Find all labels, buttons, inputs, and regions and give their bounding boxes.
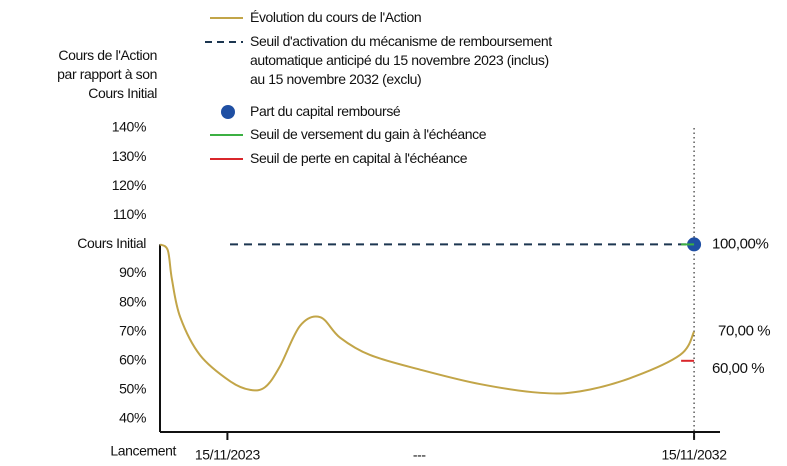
x-tick-label: ---: [413, 447, 427, 463]
y-tick-label: Cours Initial: [77, 235, 146, 251]
legend-label: Seuil de perte en capital à l'échéance: [250, 150, 468, 166]
series-line: [159, 243, 695, 395]
y-tick-label: 140%: [112, 119, 146, 135]
y-tick-label: 70%: [119, 322, 146, 338]
y-tick-label: 130%: [112, 148, 146, 164]
value-label: 100,00%: [712, 235, 768, 252]
legend-label: Part du capital remboursé: [250, 103, 401, 119]
y-tick-label: 40%: [119, 410, 146, 426]
legend-label: Évolution du cours de l'Action: [250, 9, 422, 25]
value-label: 70,00 %: [718, 323, 770, 340]
x-tick-label: Lancement: [110, 443, 176, 459]
y-tick-label: 110%: [113, 206, 146, 222]
x-tick-label: 15/11/2023: [195, 447, 261, 463]
y-tick-label: 90%: [119, 264, 146, 280]
legend-label: Seuil d'activation du mécanisme de rembo…: [250, 33, 552, 87]
y-tick-label: 80%: [119, 293, 146, 309]
y-axis-title: Cours de l'Action par rapport à son Cour…: [57, 47, 157, 101]
value-label: 60,00 %: [712, 360, 764, 377]
legend-symbol: [221, 105, 235, 119]
y-tick-label: 120%: [112, 177, 146, 193]
legend-label: Seuil de versement du gain à l'échéance: [250, 126, 487, 142]
x-tick-label: 15/11/2032: [662, 447, 728, 463]
y-tick-label: 60%: [119, 352, 146, 368]
y-tick-label: 50%: [119, 381, 146, 397]
